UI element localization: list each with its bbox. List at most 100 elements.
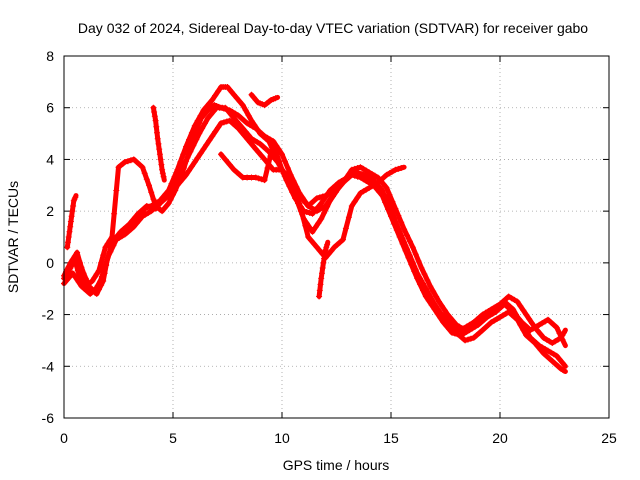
- data-point-marker: [126, 221, 133, 228]
- data-point-marker: [508, 311, 515, 318]
- data-point-marker: [162, 195, 169, 202]
- data-point-marker: [450, 318, 457, 325]
- data-point-marker: [180, 151, 187, 158]
- data-point-marker: [255, 128, 262, 134]
- data-point-marker: [106, 237, 113, 244]
- data-point-marker: [395, 165, 402, 172]
- data-point-marker: [421, 271, 428, 278]
- data-point-marker: [497, 301, 503, 308]
- data-point-marker: [324, 241, 331, 248]
- data-point-marker: [200, 146, 207, 153]
- data-point-marker: [517, 303, 524, 309]
- data-point-marker: [281, 158, 288, 165]
- data-point-marker: [279, 166, 285, 173]
- data-point-marker: [141, 170, 148, 177]
- data-point-marker: [427, 296, 434, 303]
- data-point-marker: [74, 267, 81, 274]
- data-point-marker: [222, 156, 229, 163]
- data-point-marker: [276, 158, 283, 165]
- data-point-marker: [550, 321, 557, 328]
- y-tick-label: 4: [46, 151, 54, 167]
- data-point-marker: [67, 223, 74, 230]
- data-point-marker: [135, 210, 142, 217]
- data-point-marker: [66, 273, 73, 280]
- data-point-marker: [553, 352, 560, 359]
- data-point-marker: [95, 283, 102, 290]
- y-tick-label: -6: [42, 410, 55, 426]
- y-tick-label: 6: [46, 100, 54, 116]
- data-point-marker: [531, 324, 538, 331]
- data-point-marker: [72, 194, 79, 201]
- data-point-marker: [93, 285, 99, 292]
- data-point-marker: [186, 167, 192, 174]
- data-point-marker: [467, 321, 474, 328]
- data-point-marker: [258, 130, 265, 137]
- data-point-marker: [133, 159, 140, 165]
- data-point-marker: [315, 220, 322, 227]
- data-point-marker: [191, 130, 198, 137]
- data-point-marker: [209, 97, 216, 103]
- data-point-marker: [306, 209, 313, 216]
- data-point-marker: [556, 356, 563, 363]
- data-point-marker: [199, 125, 206, 132]
- data-point-marker: [132, 214, 139, 221]
- data-point-marker: [559, 359, 566, 366]
- data-point-marker: [380, 191, 387, 198]
- data-point-marker: [502, 296, 509, 303]
- data-point-marker: [430, 300, 437, 307]
- data-point-marker: [299, 194, 306, 201]
- data-point-marker: [345, 214, 352, 221]
- data-point-marker: [318, 275, 325, 282]
- data-point-marker: [117, 228, 124, 235]
- series-line: [65, 102, 568, 346]
- data-point-marker: [483, 314, 490, 321]
- data-point-marker: [534, 327, 541, 334]
- data-point-marker: [311, 197, 317, 204]
- data-point-marker: [189, 137, 196, 144]
- data-point-marker: [392, 205, 399, 212]
- data-point-marker: [354, 165, 361, 171]
- data-point-marker: [272, 95, 279, 102]
- data-point-marker: [302, 222, 309, 229]
- data-point-marker: [212, 128, 219, 135]
- data-point-marker: [552, 360, 559, 367]
- data-point-marker: [206, 137, 213, 144]
- data-point-marker: [248, 117, 255, 124]
- data-point-marker: [529, 337, 535, 344]
- data-point-marker: [156, 146, 163, 153]
- data-point-marker: [226, 161, 233, 168]
- y-tick-label: 2: [46, 203, 54, 219]
- data-point-marker: [165, 200, 172, 207]
- data-point-marker: [404, 232, 410, 239]
- y-tick-label: -4: [42, 358, 55, 374]
- data-point-marker: [386, 191, 393, 198]
- data-point-marker: [74, 249, 81, 256]
- data-point-marker: [233, 118, 240, 125]
- data-point-marker: [290, 178, 297, 184]
- data-point-marker: [331, 190, 338, 196]
- data-point-marker: [317, 281, 324, 288]
- data-point-marker: [351, 198, 358, 205]
- data-point-marker: [65, 234, 72, 240]
- data-point-marker: [98, 273, 105, 280]
- data-point-marker: [322, 203, 329, 209]
- data-point-marker: [392, 166, 399, 173]
- data-point-marker: [241, 132, 248, 139]
- data-point-marker: [537, 346, 544, 353]
- data-point-marker: [325, 198, 332, 205]
- data-point-marker: [69, 270, 76, 277]
- x-tick-label: 10: [274, 430, 290, 446]
- data-point-marker: [261, 177, 268, 184]
- data-point-marker: [531, 340, 538, 346]
- data-point-marker: [93, 271, 100, 278]
- data-point-marker: [560, 367, 567, 374]
- data-point-marker: [415, 258, 422, 265]
- data-point-marker: [212, 92, 219, 99]
- data-point-marker: [238, 128, 245, 135]
- data-point-marker: [433, 304, 440, 311]
- data-point-marker: [239, 102, 246, 109]
- data-point-marker: [122, 159, 128, 165]
- data-point-marker: [151, 109, 158, 115]
- data-point-marker: [172, 187, 179, 194]
